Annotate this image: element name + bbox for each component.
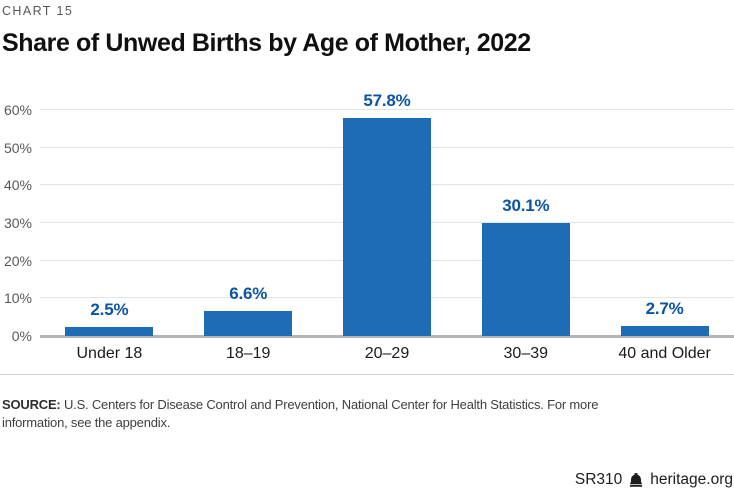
footer-divider [0, 374, 734, 375]
bar-value-label: 30.1% [502, 195, 550, 215]
x-tick-label: Under 18 [76, 345, 143, 362]
y-tick-label: 40% [3, 177, 32, 194]
bar-column: 6.6% [179, 110, 318, 336]
y-tick-label: 50% [3, 139, 32, 156]
bar-value-label: 6.6% [229, 284, 268, 304]
source-label: SOURCE: [2, 397, 61, 412]
source-text: U.S. Centers for Disease Control and Pre… [2, 397, 599, 430]
y-tick-label: 30% [3, 215, 32, 231]
x-axis: Under 18 18–19 20–29 30–39 40 and Older [40, 336, 734, 363]
axis-baseline [40, 335, 734, 338]
bar [342, 118, 431, 336]
bar-value-label: 2.7% [645, 298, 684, 318]
y-axis: 0% 10% 20% 30% 40% 50% 60% [2, 102, 32, 344]
report-id: SR310 [574, 471, 623, 488]
bar [481, 222, 570, 336]
bar [620, 325, 709, 336]
y-tick-label: 10% [3, 290, 32, 307]
y-tick-label: 60% [3, 102, 32, 118]
bar-value-label: 2.5% [90, 299, 129, 319]
x-tick-label: 18–19 [225, 345, 271, 362]
bar [65, 326, 154, 336]
bar-value-label: 57.8% [363, 91, 411, 111]
y-tick-label: 20% [3, 252, 32, 269]
report-footer: SR310 heritage.org [575, 471, 733, 489]
x-tick-label: 30–39 [503, 345, 549, 362]
bar-column: 2.5% [40, 110, 179, 336]
bar-column: 2.7% [595, 110, 734, 336]
gridline [40, 109, 734, 110]
x-tick-label: 40 and Older [618, 345, 711, 362]
plot-area: 2.5% 6.6% 57.8% 30.1% 2.7% [40, 91, 734, 338]
bar [204, 311, 293, 336]
y-tick-label: 0% [11, 328, 32, 344]
x-tick-label: 20–29 [364, 345, 410, 362]
chart-kicker: CHART 15 [2, 4, 74, 18]
bar-chart: 0% 10% 20% 30% 40% 50% 60% 2.5% 6.6% 57.8% 30.1% 2… [2, 91, 734, 363]
source-note: SOURCE: U.S. Centers for Disease Control… [2, 396, 627, 432]
bar-column: 30.1% [456, 110, 595, 336]
bar-column: 57.8% [318, 91, 457, 336]
liberty-bell-icon [628, 472, 644, 488]
page-title: Share of Unwed Births by Age of Mother, … [2, 29, 531, 57]
site-name: heritage.org [650, 471, 733, 488]
